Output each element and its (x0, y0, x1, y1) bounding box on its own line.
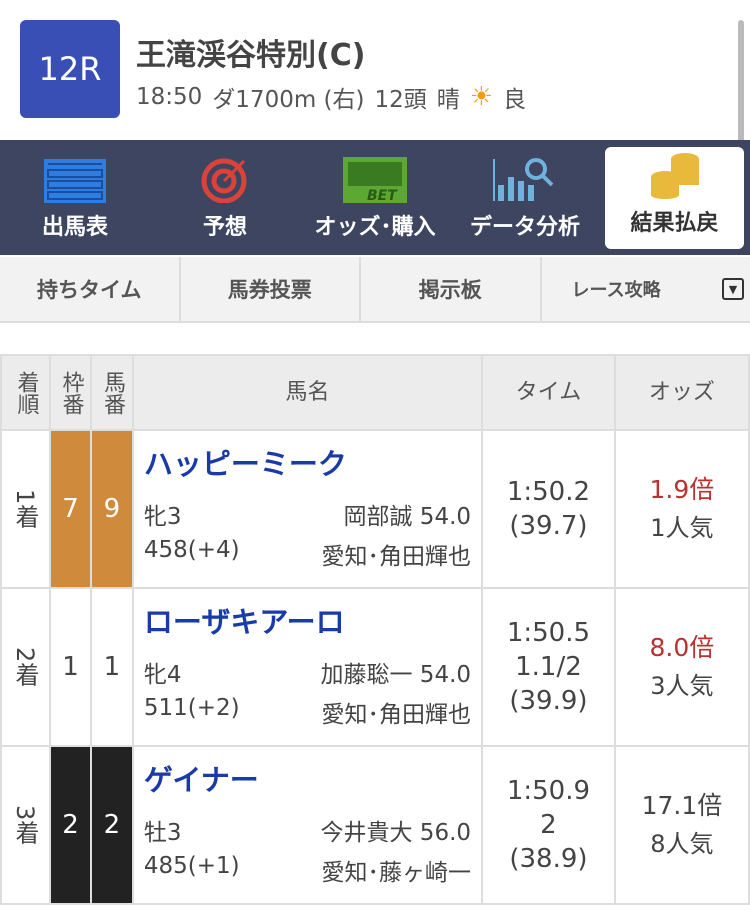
nav-results[interactable]: 結果払戻 (605, 147, 744, 249)
finish-time: 1:50.2 (506, 477, 591, 507)
time-cell: 1:50.9 2 (38.9) (481, 745, 616, 905)
nav-label: データ分析 (469, 215, 580, 240)
chart-search-icon (493, 158, 554, 201)
nav-odds-purchase[interactable]: BET オッズ･購入 (300, 140, 450, 255)
last-3f: (39.9) (509, 686, 588, 716)
horse-info: ハッピーミーク 牝3 岡部誠 54.0 458(+4) 愛知･角田輝也 (131, 429, 484, 589)
table-row[interactable]: 2着 1 1 ローザキアーロ 牝4 加藤聡一 54.0 511(+2) 愛知･角田輝… (0, 587, 750, 747)
target-icon (201, 158, 247, 203)
horse-name-link[interactable]: ローザキアーロ (143, 605, 345, 639)
header-rank: 着順 (0, 354, 51, 431)
sun-icon: ☀ (469, 82, 494, 112)
tab-label: レース攻略 (571, 280, 661, 301)
race-weather: 晴 (436, 87, 460, 113)
coins-icon (650, 153, 699, 199)
rank: 2着 (0, 587, 51, 747)
scrollbar[interactable] (738, 20, 744, 180)
odds: 17.1倍 (641, 791, 723, 820)
sub-tabs: 持ちタイム 馬券投票 掲示板 レース攻略 ▼ (0, 257, 750, 323)
nav-label: 出馬表 (41, 215, 108, 240)
svg-text:BET: BET (367, 188, 398, 203)
nav-prediction[interactable]: 予想 (150, 140, 300, 255)
table-row[interactable]: 1着 7 9 ハッピーミーク 牝3 岡部誠 54.0 458(+4) 愛知･角田輝也… (0, 429, 750, 589)
track-condition: 良 (503, 87, 527, 113)
bet-icon: BET (343, 157, 407, 203)
race-title: 王滝渓谷特別(C) (136, 38, 366, 73)
sex-age: 牝3 (143, 504, 182, 530)
last-3f: (39.7) (509, 511, 588, 541)
frame-number: 7 (49, 429, 92, 589)
horse-weight: 458(+4) (143, 537, 240, 563)
odds: 8.0倍 (649, 633, 715, 662)
header-time: タイム (481, 354, 616, 431)
jockey-weight[interactable]: 岡部誠 54.0 (343, 504, 472, 530)
horse-number: 2 (89, 745, 134, 905)
horse-number: 1 (89, 587, 134, 747)
jockey-weight[interactable]: 今井貴大 56.0 (320, 820, 472, 846)
sex-age: 牝4 (143, 662, 182, 688)
odds-cell: 17.1倍 8人気 (613, 745, 750, 905)
jockey-weight[interactable]: 加藤聡一 54.0 (320, 662, 472, 688)
race-time: 18:50 (136, 84, 203, 110)
time-cell: 1:50.5 1.1/2 (39.9) (481, 587, 616, 747)
odds-cell: 1.9倍 1人気 (613, 429, 750, 589)
time-cell: 1:50.2 (39.7) (481, 429, 616, 589)
popularity: 3人気 (650, 672, 714, 700)
finish-time: 1:50.9 (506, 776, 591, 806)
trainer[interactable]: 愛知･藤ヶ崎一 (321, 860, 472, 886)
race-header: 12R 王滝渓谷特別(C) 18:50 ダ1700m (右) 12頭 晴 ☀ 良 (0, 0, 750, 180)
nav-label: 結果払戻 (630, 211, 719, 236)
tab-race-strategy[interactable]: レース攻略 ▼ (542, 257, 750, 321)
race-info: 18:50 ダ1700m (右) 12頭 晴 ☀ 良 (136, 80, 526, 114)
odds: 1.9倍 (649, 475, 715, 504)
race-number-badge: 12R (20, 20, 120, 118)
nav-data-analysis[interactable]: データ分析 (450, 140, 600, 255)
sex-age: 牡3 (143, 820, 182, 846)
trainer[interactable]: 愛知･角田輝也 (321, 544, 472, 570)
race-card-icon (44, 159, 106, 203)
odds-cell: 8.0倍 3人気 (613, 587, 750, 747)
tab-best-time[interactable]: 持ちタイム (0, 257, 181, 321)
horse-weight: 485(+1) (143, 853, 240, 879)
last-3f: (38.9) (509, 844, 588, 874)
table-row[interactable]: 3着 2 2 ゲイナー 牡3 今井貴大 56.0 485(+1) 愛知･藤ヶ崎一 1… (0, 745, 750, 905)
horse-name-link[interactable]: ハッピーミーク (143, 447, 347, 481)
tab-betting[interactable]: 馬券投票 (181, 257, 361, 321)
margin: 1.1/2 (515, 652, 582, 682)
race-course: ダ1700m (右) (212, 87, 365, 113)
header-frame: 枠番 (49, 354, 92, 431)
popularity: 1人気 (650, 514, 714, 542)
finish-time: 1:50.5 (506, 618, 591, 648)
header-num: 馬番 (89, 354, 134, 431)
trainer[interactable]: 愛知･角田輝也 (321, 702, 472, 728)
rank: 1着 (0, 429, 51, 589)
nav-label: 予想 (202, 215, 247, 240)
table-header: 着順 枠番 馬番 馬名 タイム オッズ (0, 354, 750, 431)
dropdown-icon[interactable]: ▼ (722, 278, 744, 300)
tab-board[interactable]: 掲示板 (361, 257, 542, 321)
frame-number: 2 (49, 745, 92, 905)
popularity: 8人気 (650, 830, 714, 858)
margin: 2 (540, 810, 557, 840)
horse-weight: 511(+2) (143, 695, 240, 721)
horse-number: 9 (89, 429, 134, 589)
frame-number: 1 (49, 587, 92, 747)
nav-race-card[interactable]: 出馬表 (0, 140, 150, 255)
horse-info: ゲイナー 牡3 今井貴大 56.0 485(+1) 愛知･藤ヶ崎一 (131, 745, 484, 905)
main-nav: 出馬表 予想 BET オッズ･購入 データ分析 結果払戻 (0, 140, 750, 255)
results-table: 着順 枠番 馬番 馬名 タイム オッズ 1着 7 9 ハッピーミーク 牝3 岡部誠… (0, 354, 750, 905)
header-odds: オッズ (613, 354, 750, 431)
header-name: 馬名 (131, 354, 484, 431)
rank: 3着 (0, 745, 51, 905)
race-heads: 12頭 (374, 87, 427, 113)
nav-label: オッズ･購入 (314, 215, 436, 240)
horse-name-link[interactable]: ゲイナー (143, 763, 259, 797)
horse-info: ローザキアーロ 牝4 加藤聡一 54.0 511(+2) 愛知･角田輝也 (131, 587, 484, 747)
